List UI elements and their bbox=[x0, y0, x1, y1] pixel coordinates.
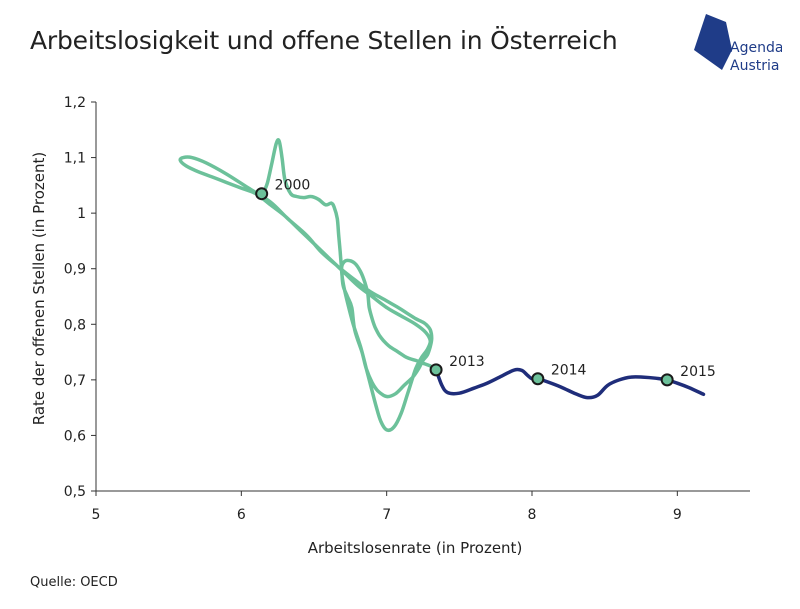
year-marker bbox=[660, 373, 674, 387]
y-tick-label: 0,9 bbox=[64, 262, 86, 278]
axes: 0,5 0,6 0,7 0,8 0,9 1 1,1 1,2 5 6 7 8 9 bbox=[64, 95, 750, 523]
year-label: 2015 bbox=[680, 364, 716, 380]
y-tick-label: 0,7 bbox=[64, 373, 86, 389]
x-axis-label: Arbeitslosenrate (in Prozent) bbox=[308, 539, 523, 557]
y-tick-label: 1,2 bbox=[64, 95, 86, 111]
y-tick-label: 1,1 bbox=[64, 151, 86, 167]
x-tick-label: 9 bbox=[673, 507, 682, 523]
chart-title: Arbeitslosigkeit und offene Stellen in Ö… bbox=[30, 26, 618, 55]
x-tick-label: 5 bbox=[92, 507, 101, 523]
source-note: Quelle: OECD bbox=[30, 575, 118, 590]
y-tick-label: 1 bbox=[77, 206, 86, 222]
year-label: 2014 bbox=[551, 363, 587, 379]
y-tick-label: 0,8 bbox=[64, 317, 86, 333]
y-tick-label: 0,5 bbox=[64, 484, 86, 500]
logo-shape-icon bbox=[694, 14, 732, 70]
logo-line1: Agenda bbox=[730, 40, 782, 56]
x-tick-label: 7 bbox=[382, 507, 391, 523]
x-tick-label: 6 bbox=[237, 507, 246, 523]
logo-line2: Austria bbox=[730, 58, 779, 74]
agenda-austria-logo: Agenda Austria bbox=[694, 14, 782, 74]
series-line-1 bbox=[178, 138, 438, 432]
year-marker bbox=[429, 363, 443, 377]
y-tick-label: 0,6 bbox=[64, 428, 86, 444]
year-marker bbox=[531, 372, 545, 386]
series-group bbox=[178, 138, 706, 432]
series-line-2 bbox=[434, 367, 706, 400]
year-marker bbox=[255, 187, 269, 201]
x-tick-label: 8 bbox=[528, 507, 537, 523]
year-label: 2013 bbox=[449, 354, 485, 370]
markers-group: 2000 2013 2014 2015 bbox=[255, 178, 716, 387]
y-axis-label: Rate der offenen Stellen (in Prozent) bbox=[30, 152, 48, 426]
year-label: 2000 bbox=[275, 178, 311, 194]
